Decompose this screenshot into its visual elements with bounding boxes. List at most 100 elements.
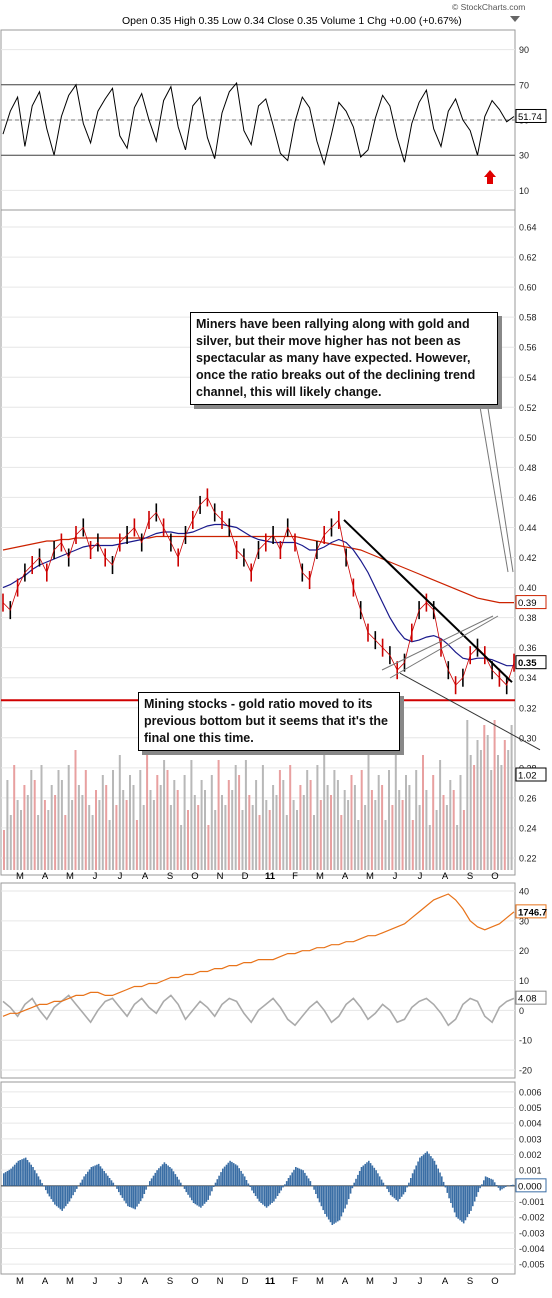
hist-bar bbox=[223, 1166, 226, 1186]
volume-bar bbox=[190, 760, 193, 870]
volume-bar bbox=[234, 765, 237, 870]
hist-bar bbox=[74, 1185, 76, 1193]
volume-bar bbox=[309, 780, 312, 870]
y-tick-label: 0.34 bbox=[519, 673, 537, 683]
hist-bar bbox=[231, 1161, 233, 1186]
volume-bar bbox=[81, 795, 84, 870]
volume-bar bbox=[217, 760, 220, 870]
volume-bar bbox=[115, 805, 118, 870]
y-tick-label: 20 bbox=[519, 946, 529, 956]
volume-bar bbox=[255, 780, 258, 870]
x-tick-label: F bbox=[292, 871, 298, 882]
x-tick-label: S bbox=[167, 871, 173, 882]
hist-bar bbox=[293, 1169, 295, 1186]
volume-bar bbox=[459, 775, 462, 870]
hist-bar bbox=[185, 1185, 188, 1193]
y-tick-label: 90 bbox=[519, 45, 529, 55]
y-tick-label: 70 bbox=[519, 80, 529, 90]
value-tag: 4.08 bbox=[518, 994, 537, 1005]
y-tick-label: 0.005 bbox=[519, 1103, 542, 1113]
volume-bar bbox=[507, 750, 510, 870]
hist-bar bbox=[127, 1185, 129, 1207]
volume-bar bbox=[405, 775, 407, 870]
hist-bar bbox=[388, 1185, 390, 1193]
volume-bar bbox=[299, 785, 302, 870]
hist-bar bbox=[28, 1162, 31, 1186]
hist-bar bbox=[176, 1176, 178, 1186]
hist-bar bbox=[165, 1163, 167, 1186]
x-tick-label: M bbox=[16, 871, 24, 882]
hist-bar bbox=[503, 1185, 505, 1189]
hist-bar bbox=[192, 1185, 195, 1203]
hist-bar bbox=[411, 1173, 414, 1186]
hist-bar bbox=[79, 1182, 82, 1186]
hist-bar bbox=[276, 1185, 279, 1196]
hist-bar bbox=[313, 1185, 315, 1190]
volume-bar bbox=[292, 800, 295, 870]
hist-bar bbox=[63, 1185, 65, 1209]
hist-bar bbox=[107, 1175, 109, 1186]
hist-bar bbox=[225, 1164, 228, 1186]
value-tag-box bbox=[515, 595, 547, 610]
hist-bar bbox=[413, 1169, 416, 1186]
value-tag-box bbox=[515, 108, 547, 123]
x-tick-label: M bbox=[366, 871, 374, 882]
volume-bar bbox=[57, 770, 60, 870]
volume-bar bbox=[319, 800, 322, 870]
y-tick-label: 30 bbox=[519, 916, 529, 926]
hist-bar bbox=[139, 1185, 142, 1202]
hist-bar bbox=[510, 1185, 512, 1186]
y-tick-label: 0.36 bbox=[519, 643, 537, 653]
hist-bar bbox=[34, 1170, 36, 1186]
hist-bar bbox=[222, 1168, 224, 1186]
volume-bar bbox=[343, 790, 346, 870]
hist-bar bbox=[264, 1185, 266, 1207]
hist-bar bbox=[196, 1185, 198, 1206]
volume-bar bbox=[388, 770, 390, 870]
collapse-icon[interactable] bbox=[510, 16, 520, 22]
hist-bar bbox=[347, 1185, 350, 1200]
hist-bar bbox=[212, 1185, 215, 1187]
x-tick-label: M bbox=[66, 1276, 74, 1287]
hist-bar bbox=[477, 1185, 480, 1193]
volume-bar bbox=[367, 755, 370, 870]
volume-bar bbox=[105, 785, 108, 870]
x-tick-label: M bbox=[16, 1276, 24, 1287]
hist-bar bbox=[304, 1172, 306, 1186]
y-tick-label: 40 bbox=[519, 886, 529, 896]
value-tag-box bbox=[515, 767, 547, 782]
hist-bar bbox=[273, 1185, 275, 1202]
y-tick-label: 0.46 bbox=[519, 493, 537, 503]
volume-bar bbox=[452, 790, 455, 870]
hist-bar bbox=[435, 1164, 438, 1186]
hist-bar bbox=[187, 1185, 189, 1195]
hist-bar bbox=[92, 1166, 94, 1186]
hist-bar bbox=[118, 1185, 120, 1193]
hist-bar bbox=[446, 1185, 449, 1193]
y-tick-label: 0.60 bbox=[519, 283, 537, 293]
axis-labels: 907050301051.740.640.620.600.580.560.540… bbox=[16, 45, 547, 1287]
hist-bar bbox=[267, 1185, 270, 1207]
x-tick-label: M bbox=[316, 871, 324, 882]
volume-bar bbox=[64, 815, 67, 870]
hist-bar bbox=[13, 1164, 16, 1186]
y-tick-label: 0.001 bbox=[519, 1166, 542, 1176]
volume-bar bbox=[77, 785, 80, 870]
value-tag-box bbox=[515, 1178, 547, 1193]
hist-bar bbox=[380, 1179, 383, 1186]
hist-bar bbox=[19, 1160, 21, 1186]
hist-bar bbox=[450, 1185, 452, 1203]
hist-bar bbox=[105, 1173, 107, 1186]
x-tick-label: A bbox=[442, 871, 449, 882]
y-tick-label: 0.44 bbox=[519, 523, 537, 533]
x-tick-label: S bbox=[167, 1276, 173, 1287]
volume-bar bbox=[483, 725, 486, 870]
hist-bar bbox=[309, 1181, 312, 1186]
volume-bar bbox=[486, 735, 489, 870]
hist-bar bbox=[397, 1185, 399, 1202]
hist-bar bbox=[180, 1182, 182, 1186]
volume-bar bbox=[425, 790, 428, 870]
value-tag: 0.35 bbox=[518, 658, 537, 669]
hist-bar bbox=[37, 1176, 40, 1186]
hist-bar bbox=[274, 1185, 277, 1199]
